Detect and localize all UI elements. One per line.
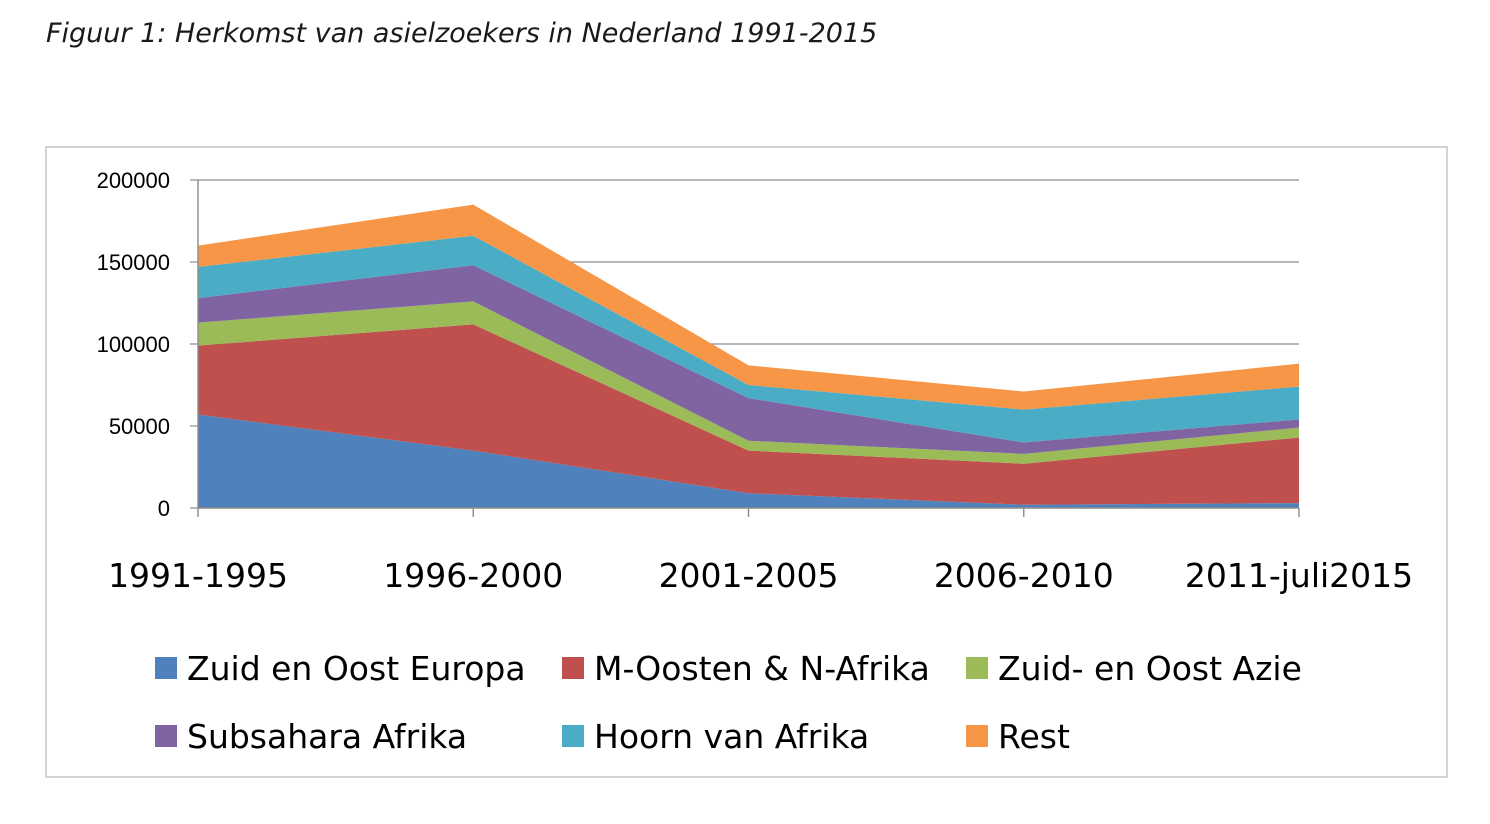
legend-label: Subsahara Afrika bbox=[187, 717, 467, 756]
x-tick-label: 2001-2005 bbox=[659, 556, 839, 595]
legend-swatch bbox=[562, 725, 584, 747]
legend-swatch bbox=[155, 657, 177, 679]
y-tick-labels: 0 50000 100000 150000 200000 bbox=[97, 168, 170, 521]
y-tick-label: 200000 bbox=[97, 168, 170, 193]
legend-label: Zuid- en Oost Azie bbox=[998, 649, 1302, 688]
area-series bbox=[198, 204, 1299, 508]
x-tick-label: 1996-2000 bbox=[383, 556, 563, 595]
legend-label: Rest bbox=[998, 717, 1070, 756]
legend-swatch bbox=[155, 725, 177, 747]
y-tick-label: 100000 bbox=[97, 332, 170, 357]
legend-label: Zuid en Oost Europa bbox=[187, 649, 526, 688]
legend-swatch bbox=[966, 657, 988, 679]
area-series-4 bbox=[198, 235, 1299, 443]
x-tick-label: 2011-juli2015 bbox=[1185, 556, 1413, 595]
figure-caption: Figuur 1: Herkomst van asielzoekers in N… bbox=[46, 18, 878, 49]
legend-label: Hoorn van Afrika bbox=[594, 717, 869, 756]
area-series-1 bbox=[198, 324, 1299, 505]
legend-swatch bbox=[562, 657, 584, 679]
axes bbox=[190, 179, 1300, 517]
area-series-0 bbox=[198, 414, 1299, 508]
legend: Zuid en Oost Europa M-Oosten & N-Afrika Zu… bbox=[155, 649, 1302, 756]
area-series-2 bbox=[198, 301, 1299, 464]
area-series-5 bbox=[198, 204, 1299, 410]
area-series-3 bbox=[198, 265, 1299, 454]
x-tick-label: 1991-1995 bbox=[108, 556, 288, 595]
x-tick-label: 2006-2010 bbox=[934, 556, 1114, 595]
y-tick-label: 150000 bbox=[97, 250, 170, 275]
y-tick-label: 50000 bbox=[109, 414, 170, 439]
x-tick-labels: 1991-1995 1996-2000 2001-2005 2006-2010 2011… bbox=[108, 556, 1413, 595]
legend-swatch bbox=[966, 725, 988, 747]
legend-label: M-Oosten & N-Afrika bbox=[594, 649, 930, 688]
y-tick-label: 0 bbox=[158, 496, 170, 521]
